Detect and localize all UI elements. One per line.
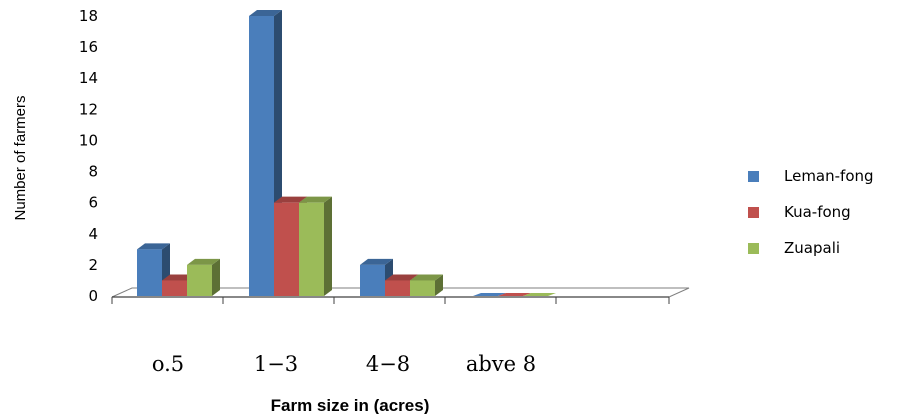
bar-top-face [385,274,418,281]
y-axis-ticks: 0 2 4 6 8 10 12 14 16 18 [79,7,98,305]
bar-front-face [187,264,212,296]
y-tick-label: 14 [79,69,98,87]
legend-item: Leman-fong [748,167,874,185]
bar-top-face [187,258,220,265]
x-axis-categories: o.5 1−3 4−8 abve 8 [152,352,536,376]
x-axis-title: Farm size in (acres) [271,396,430,414]
y-axis-title: Number of farmers [12,95,29,220]
bar-leman-fong-3 [473,293,506,296]
legend-label: Zuapali [784,239,840,257]
bar-flat [523,293,556,296]
bar-top-face [274,196,307,203]
y-tick-label: 4 [88,225,98,243]
legend-swatch [748,243,759,254]
y-tick-label: 12 [79,100,98,118]
bar-zuapali-0 [187,258,220,296]
bar-zuapali-3 [523,293,556,296]
x-category-label: o.5 [152,352,184,376]
legend: Leman-fong Kua-fong Zuapali [748,167,874,257]
y-tick-label: 16 [79,38,98,56]
x-category-label: 1−3 [254,352,298,376]
bar-kua-fong-3 [498,293,531,296]
bar-side-face [212,258,220,296]
y-tick-label: 10 [79,131,98,149]
y-tick-label: 6 [88,194,98,212]
bar-front-face [137,249,162,296]
legend-swatch [748,171,759,182]
bar-leman-fong-2 [360,258,393,296]
bar-front-face [249,16,274,296]
bar-top-face [137,243,170,250]
x-category-label: abve 8 [466,352,536,376]
bar-side-face [435,274,443,296]
bar-front-face [162,280,187,296]
bar-top-face [360,258,393,265]
y-tick-label: 2 [88,256,98,274]
bar-front-face [385,280,410,296]
bar-top-face [299,196,332,203]
legend-swatch [748,207,759,218]
y-tick-label: 18 [79,7,98,25]
bar-top-face [249,10,282,16]
chart-bars [137,10,556,296]
legend-item: Kua-fong [748,203,851,221]
legend-label: Leman-fong [784,167,874,185]
x-category-label: 4−8 [366,352,410,376]
bar-front-face [299,202,324,296]
legend-label: Kua-fong [784,203,851,221]
bar-front-face [360,264,385,296]
legend-item: Zuapali [748,239,840,257]
bar-top-face [162,274,195,281]
y-tick-label: 8 [88,163,98,181]
bar-top-face [410,274,443,281]
y-tick-label: 0 [88,287,98,305]
bar-front-face [410,280,435,296]
bar-zuapali-2 [410,274,443,296]
bar-flat [498,293,531,296]
bar-side-face [324,196,332,296]
bar-flat [473,293,506,296]
bar-zuapali-1 [299,196,332,296]
bar-front-face [274,202,299,296]
